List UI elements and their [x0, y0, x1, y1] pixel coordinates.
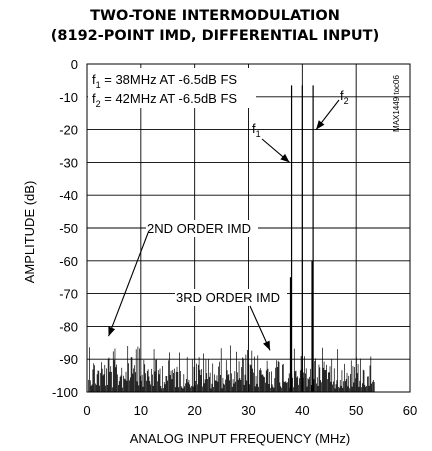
y-axis-label: AMPLITUDE (dB): [22, 181, 37, 284]
y-tick-label: -40: [59, 188, 78, 203]
y-tick-labels: 0 -10 -20 -30 -40 -50 -60 -70 -80 -90 -100: [52, 57, 78, 400]
y-tick-label: -50: [59, 221, 78, 236]
annotations: 2ND ORDER IMD 3RD ORDER IMD f1 f2 f1 = 38MHz…: [88, 68, 349, 351]
annotation-f2: f2: [340, 88, 349, 106]
annotation-arrow: [108, 232, 149, 337]
noise-floor: [88, 345, 375, 392]
y-tick-label: -90: [59, 352, 78, 367]
x-tick-label: 30: [241, 403, 255, 418]
legend-note-1: f1 = 38MHz AT -6.5dB FS: [92, 72, 237, 90]
spectrum: [88, 345, 375, 392]
arrowhead: [280, 153, 290, 163]
chart-title-line-1: TWO-TONE INTERMODULATION: [90, 8, 340, 24]
y-tick-label: 0: [71, 57, 78, 72]
y-tick-label: -10: [59, 90, 78, 105]
tone-peaks: [289, 85, 314, 392]
x-tick-label: 20: [187, 403, 201, 418]
x-tick-label: 0: [83, 403, 90, 418]
figure-code: MAX1449 toc06: [392, 75, 401, 132]
label-backdrop: [88, 68, 256, 108]
label-backdrop: [175, 289, 287, 306]
x-tick-label: 10: [134, 403, 148, 418]
y-tick-label: -20: [59, 123, 78, 138]
arrowhead: [316, 120, 325, 130]
annotation-f1: f1: [252, 121, 261, 139]
chart-title-line-2: (8192-POINT IMD, DIFFERENTIAL INPUT): [51, 28, 379, 44]
label-backdrop: [146, 220, 258, 237]
plot-frame: [86, 63, 411, 393]
arrowhead: [108, 326, 116, 337]
legend-note-2: f2 = 42MHz AT -6.5dB FS: [92, 91, 237, 109]
y-tick-label: -60: [59, 254, 78, 269]
y-tick-label: -80: [59, 319, 78, 334]
y-tick-label: -30: [59, 155, 78, 170]
x-tick-label: 40: [295, 403, 309, 418]
y-tick-label: -70: [59, 287, 78, 302]
x-tick-labels: 0 10 20 30 40 50 60: [83, 403, 417, 418]
y-tick-label: -100: [52, 385, 78, 400]
arrowhead: [263, 340, 271, 351]
x-tick-label: 60: [403, 403, 417, 418]
x-tick-label: 50: [349, 403, 363, 418]
annotation-2nd-order-imd: 2ND ORDER IMD: [147, 221, 251, 236]
annotation-3rd-order-imd: 3RD ORDER IMD: [176, 290, 280, 305]
x-axis-label: ANALOG INPUT FREQUENCY (MHz): [130, 431, 351, 446]
